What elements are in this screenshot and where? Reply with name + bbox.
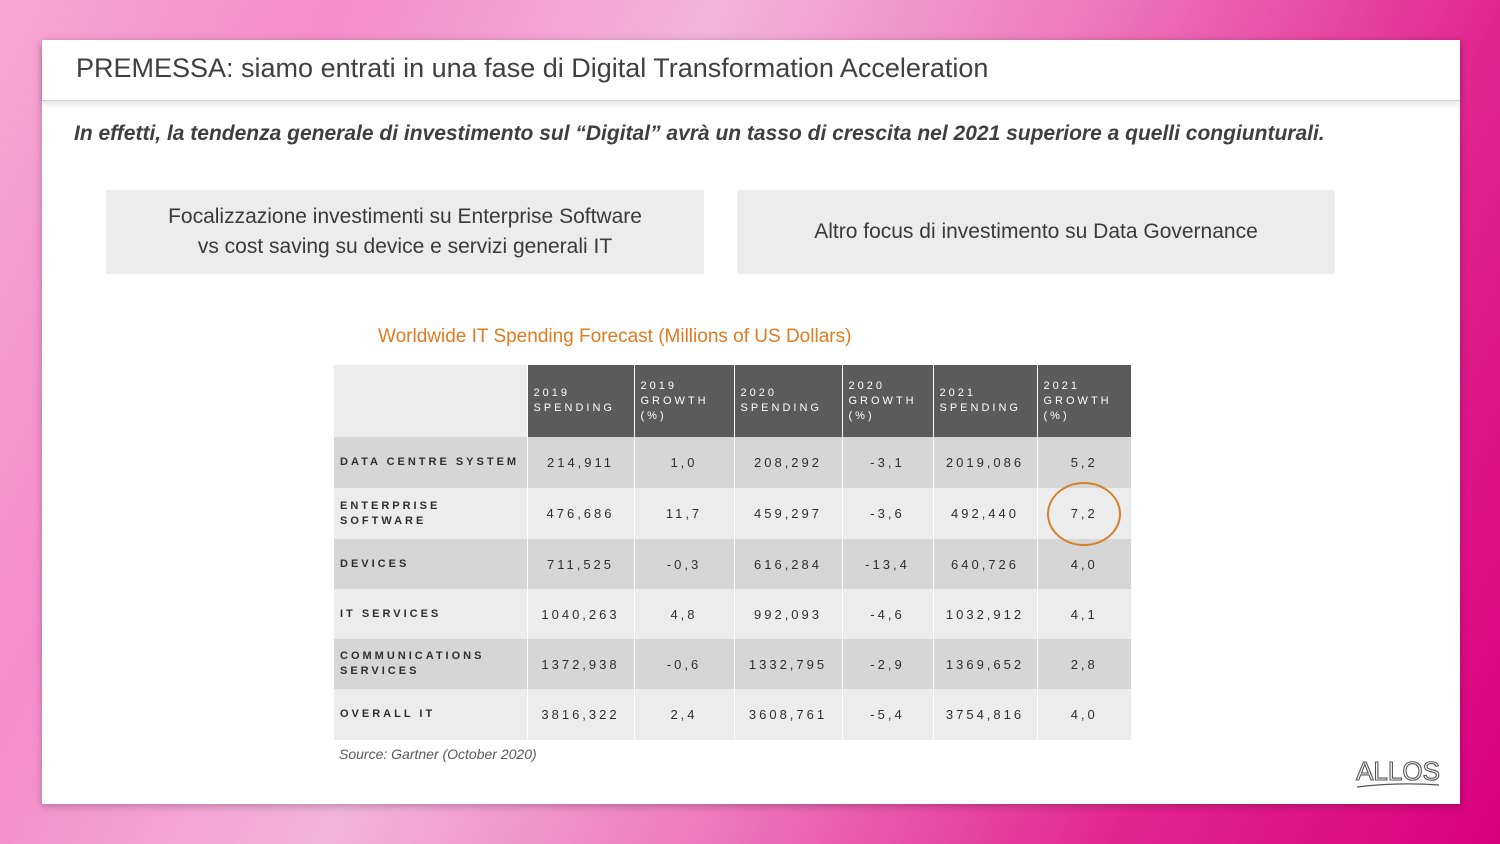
table-cell: -0,3 <box>633 539 734 589</box>
table-cell: 640,726 <box>932 539 1037 589</box>
table-cell: 4,0 <box>1036 689 1131 740</box>
focus-box-text: Altro focus di investimento su Data Gove… <box>814 220 1258 243</box>
table-cell: 2,4 <box>633 689 734 740</box>
slide-header: PREMESSA: siamo entrati in una fase di D… <box>42 40 1460 101</box>
table-cell: 3816,322 <box>526 689 634 740</box>
table-cell: 1032,912 <box>932 589 1037 639</box>
column-header: 2020 GROWTH (%) <box>841 365 933 437</box>
table-cell: 4,1 <box>1036 589 1131 639</box>
row-label: ENTERPRISE SOFTWARE <box>334 488 527 539</box>
row-label: IT SERVICES <box>334 589 527 639</box>
logo-text: ALLOS <box>1356 756 1440 786</box>
table-cell: -2,9 <box>841 639 933 689</box>
table-header-row: 2019 SPENDING 2019 GROWTH (%) 2020 SPENDING … <box>334 365 1131 437</box>
column-header: 2020 SPENDING <box>733 365 842 437</box>
table-row: DEVICES 711,525 -0,3 616,284 -13,4 640,7… <box>334 539 1131 589</box>
column-header: 2019 GROWTH (%) <box>633 365 734 437</box>
table-cell: -3,6 <box>841 488 933 539</box>
column-header: 2021 GROWTH (%) <box>1036 365 1131 437</box>
table-title: Worldwide IT Spending Forecast (Millions… <box>378 326 852 347</box>
table-cell: 616,284 <box>733 539 842 589</box>
table-row: IT SERVICES 1040,263 4,8 992,093 -4,6 10… <box>334 589 1131 639</box>
highlighted-growth-cell: 7,2 <box>1036 481 1131 546</box>
table-cell: 476,686 <box>526 488 634 539</box>
focus-box-line-1: Focalizzazione investimenti su Enterpris… <box>168 205 642 228</box>
table-cell: 3608,761 <box>733 689 842 740</box>
table-cell: 208,292 <box>733 437 842 488</box>
table-cell: 11,7 <box>633 488 734 539</box>
table-cell: 214,911 <box>526 437 634 488</box>
row-label: OVERALL IT <box>334 689 527 740</box>
table-cell: 492,440 <box>932 488 1037 539</box>
row-label: DATA CENTRE SYSTEM <box>334 437 527 488</box>
it-spending-table: 2019 SPENDING 2019 GROWTH (%) 2020 SPENDING … <box>334 365 1131 740</box>
focus-box-data-governance: Altro focus di investimento su Data Gove… <box>737 190 1335 274</box>
table-row: COMMUNICATIONS SERVICES 1372,938 -0,6 13… <box>334 639 1131 689</box>
table-cell: -5,4 <box>841 689 933 740</box>
table-cell: 4,8 <box>633 589 734 639</box>
table-cell: 1,0 <box>633 437 734 488</box>
table-cell: 2019,086 <box>932 437 1037 488</box>
table-row: DATA CENTRE SYSTEM 214,911 1,0 208,292 -… <box>334 437 1131 488</box>
slide-subtitle: In effetti, la tendenza generale di inve… <box>74 122 1325 145</box>
allos-logo: ALLOS <box>1356 755 1440 788</box>
table-cell: 4,0 <box>1036 539 1131 589</box>
focus-box-enterprise-software: Focalizzazione investimenti su Enterpris… <box>106 190 704 274</box>
row-label: COMMUNICATIONS SERVICES <box>334 639 527 689</box>
table-cell: 1332,795 <box>733 639 842 689</box>
source-note: Source: Gartner (October 2020) <box>339 746 537 762</box>
slide: PREMESSA: siamo entrati in una fase di D… <box>42 40 1460 804</box>
table-cell: -13,4 <box>841 539 933 589</box>
table-cell: 992,093 <box>733 589 842 639</box>
table-cell: -0,6 <box>633 639 734 689</box>
table-cell: 1369,652 <box>932 639 1037 689</box>
table-cell: 711,525 <box>526 539 634 589</box>
table-cell: -3,1 <box>841 437 933 488</box>
table-row: ENTERPRISE SOFTWARE 476,686 11,7 459,297… <box>334 481 1131 546</box>
table-cell: 1040,263 <box>526 589 634 639</box>
row-label: DEVICES <box>334 539 527 589</box>
column-header: 2021 SPENDING <box>932 365 1037 437</box>
focus-box-line-2: vs cost saving su device e servizi gener… <box>197 235 613 258</box>
highlight-circle <box>1047 481 1122 546</box>
table-cell: 3754,816 <box>932 689 1037 740</box>
page-title: PREMESSA: siamo entrati in una fase di D… <box>76 53 989 83</box>
table-cell: 5,2 <box>1036 437 1131 488</box>
table-row: OVERALL IT 3816,322 2,4 3608,761 -5,4 37… <box>334 689 1131 740</box>
table-cell: 459,297 <box>733 488 842 539</box>
table-cell: 2,8 <box>1036 639 1131 689</box>
table-cell: 1372,938 <box>526 639 634 689</box>
column-header: 2019 SPENDING <box>526 365 634 437</box>
table-cell: -4,6 <box>841 589 933 639</box>
table-corner-cell <box>334 365 527 437</box>
